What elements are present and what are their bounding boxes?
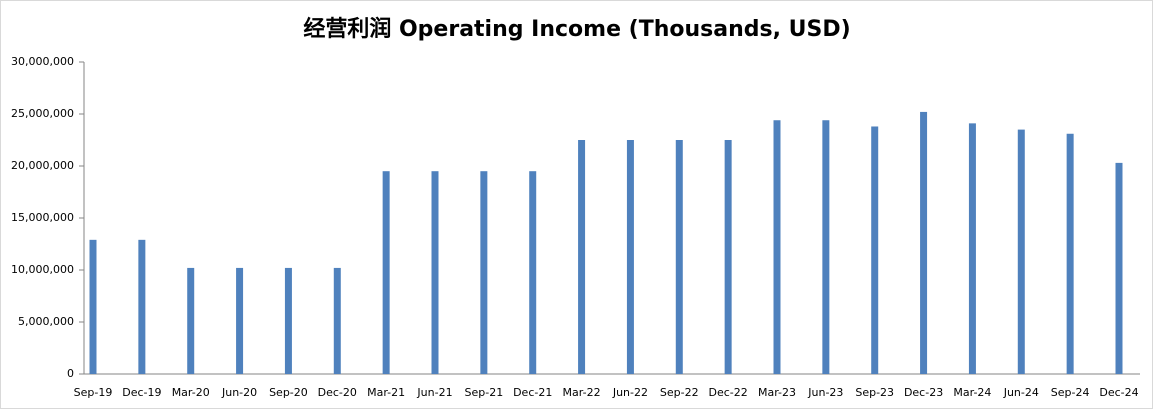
bar — [138, 239, 146, 374]
bar — [626, 140, 634, 374]
x-tick-label: Mar-24 — [953, 386, 991, 399]
bar — [1066, 133, 1074, 374]
bar — [822, 120, 830, 375]
x-tick-label: Mar-22 — [563, 386, 601, 399]
x-tick-label: Sep-23 — [855, 386, 894, 399]
bar — [382, 171, 390, 374]
bar — [333, 267, 341, 374]
y-tick-label: 10,000,000 — [11, 263, 74, 276]
bar — [1017, 129, 1025, 374]
x-tick-label: Sep-19 — [74, 386, 113, 399]
x-tick-label: Dec-22 — [709, 386, 748, 399]
bar — [920, 111, 928, 375]
x-tick-label: Dec-21 — [513, 386, 552, 399]
y-tick-label: 5,000,000 — [18, 315, 74, 328]
bar — [773, 120, 781, 375]
bar — [480, 171, 488, 374]
bar — [675, 140, 683, 374]
bar — [871, 126, 879, 374]
x-tick-label: Dec-19 — [122, 386, 161, 399]
y-tick-label: 0 — [67, 367, 74, 380]
bar — [89, 239, 97, 374]
x-tick-label: Mar-21 — [367, 386, 405, 399]
x-tick-label: Mar-23 — [758, 386, 796, 399]
bar — [968, 123, 976, 374]
bar — [529, 171, 537, 374]
bar — [431, 171, 439, 374]
bar — [236, 267, 244, 374]
bar — [187, 267, 195, 374]
x-tick-label: Dec-24 — [1099, 386, 1138, 399]
x-tick-label: Jun-24 — [1003, 386, 1039, 399]
x-tick-label: Dec-23 — [904, 386, 943, 399]
x-tick-label: Sep-24 — [1051, 386, 1090, 399]
y-tick-label: 15,000,000 — [11, 211, 74, 224]
bar — [724, 140, 732, 374]
x-tick-label: Dec-20 — [318, 386, 357, 399]
y-tick-label: 20,000,000 — [11, 159, 74, 172]
chart-title: 经营利润 Operating Income (Thousands, USD) — [303, 16, 850, 42]
x-tick-label: Mar-20 — [172, 386, 210, 399]
x-tick-label: Sep-20 — [269, 386, 308, 399]
x-tick-label: Jun-23 — [807, 386, 843, 399]
x-tick-label: Jun-21 — [416, 386, 452, 399]
x-tick-label: Jun-20 — [221, 386, 257, 399]
x-tick-label: Jun-22 — [612, 386, 648, 399]
x-tick-label: Sep-22 — [660, 386, 699, 399]
bar — [284, 267, 292, 374]
bar — [1115, 162, 1123, 374]
y-tick-label: 30,000,000 — [11, 55, 74, 68]
bar — [578, 140, 586, 374]
x-tick-label: Sep-21 — [465, 386, 504, 399]
y-tick-label: 25,000,000 — [11, 107, 74, 120]
